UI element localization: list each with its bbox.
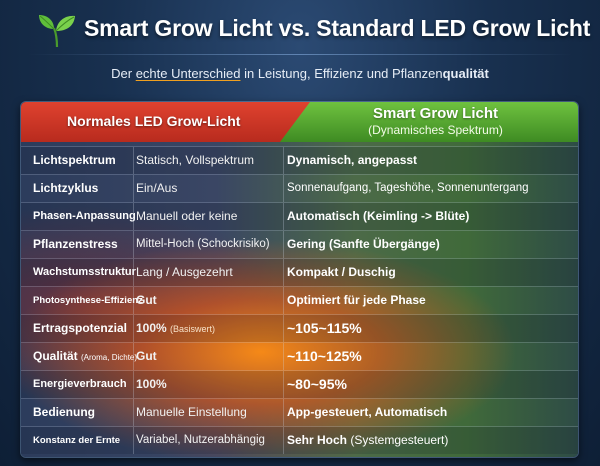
- column-divider: [133, 343, 134, 370]
- standard-header-bg: [21, 102, 311, 142]
- table-row: Lichtspektrum Statisch, Vollspektrum Dyn…: [21, 146, 578, 174]
- standard-value: Manuelle Einstellung: [136, 405, 247, 419]
- smart-value: Sonnenaufgang, Tageshöhe, Sonnenuntergan…: [287, 182, 529, 194]
- subtitle-pre: Der: [111, 66, 136, 81]
- standard-value: 100%: [136, 321, 167, 335]
- column-divider: [283, 371, 284, 398]
- smart-value-group: Sehr Hoch (Systemgesteuert): [287, 427, 577, 455]
- row-label: Pflanzenstress: [33, 237, 118, 251]
- row-label: Phasen-Anpassung: [33, 210, 136, 222]
- column-divider: [133, 231, 134, 258]
- column-divider: [283, 231, 284, 258]
- page-subtitle: Der echte Unterschied in Leistung, Effiz…: [0, 66, 600, 81]
- table-header: Normales LED Grow-Licht Smart Grow Licht…: [21, 102, 578, 142]
- subtitle-underlined: echte Unterschied: [135, 66, 241, 81]
- seedling-leaves-icon: [39, 15, 75, 48]
- column-divider: [283, 259, 284, 286]
- column-divider: [133, 287, 134, 314]
- standard-value: Gut: [136, 293, 157, 307]
- page-title: Smart Grow Licht vs. Standard LED Grow L…: [84, 15, 591, 41]
- table-row: Photosynthese-Effizienz Gut Optimiert fü…: [21, 286, 578, 314]
- row-label: Lichtzyklus: [33, 181, 99, 195]
- smart-value: ~80~95%: [287, 376, 347, 392]
- row-label: Qualität: [33, 349, 78, 363]
- row-label: Lichtspektrum: [33, 153, 116, 167]
- column-divider: [133, 175, 134, 202]
- standard-value-group: 100% (Basiswert): [136, 315, 286, 343]
- smart-column-subheader: (Dynamisches Spektrum): [368, 123, 503, 137]
- smart-value: App-gesteuert, Automatisch: [287, 405, 448, 419]
- column-divider: [283, 175, 284, 202]
- smart-value: ~105~115%: [287, 320, 362, 336]
- standard-column-header: Normales LED Grow-Licht: [67, 113, 241, 129]
- column-divider: [133, 315, 134, 342]
- standard-value: Lang / Ausgezehrt: [136, 265, 233, 279]
- column-divider: [133, 259, 134, 286]
- row-label: Ertragspotenzial: [33, 321, 128, 335]
- standard-value: Gut: [136, 349, 157, 363]
- table-row: Lichtzyklus Ein/Aus Sonnenaufgang, Tages…: [21, 174, 578, 202]
- row-label: Bedienung: [33, 405, 95, 419]
- smart-value: Dynamisch, angepasst: [287, 153, 418, 167]
- smart-value: Sehr Hoch: [287, 433, 348, 447]
- column-divider: [133, 203, 134, 230]
- table-row: Phasen-Anpassung Manuell oder keine Auto…: [21, 202, 578, 230]
- standard-value: Variabel, Nutzerabhängig: [136, 434, 265, 446]
- comparison-table: Normales LED Grow-Licht Smart Grow Licht…: [20, 101, 579, 458]
- column-divider: [133, 147, 134, 174]
- row-label: Photosynthese-Effizienz: [33, 295, 143, 306]
- smart-value-note: (Systemgesteuert): [347, 433, 449, 447]
- row-label: Konstanz der Ernte: [33, 435, 121, 446]
- table-row: Bedienung Manuelle Einstellung App-geste…: [21, 398, 578, 426]
- standard-value: Mittel-Hoch (Schockrisiko): [136, 238, 270, 250]
- standard-value: Statisch, Vollspektrum: [136, 153, 255, 167]
- table-body: Lichtspektrum Statisch, Vollspektrum Dyn…: [21, 146, 578, 454]
- column-divider: [283, 147, 284, 174]
- column-divider: [283, 399, 284, 426]
- row-label-note: (Aroma, Dichte): [81, 353, 138, 362]
- standard-value: Ein/Aus: [136, 181, 178, 195]
- table-row: Wachstumsstruktur Lang / Ausgezehrt Komp…: [21, 258, 578, 286]
- smart-column-header: Smart Grow Licht: [372, 105, 499, 122]
- table-row: Ertragspotenzial 100% (Basiswert) ~105~1…: [21, 314, 578, 342]
- column-divider: [283, 343, 284, 370]
- title-divider: [28, 54, 572, 55]
- table-row: Pflanzenstress Mittel-Hoch (Schockrisiko…: [21, 230, 578, 258]
- subtitle-bold: qualität: [442, 66, 489, 81]
- smart-value: Automatisch (Keimling -> Blüte): [287, 209, 470, 223]
- row-label: Wachstumsstruktur: [33, 266, 136, 278]
- column-divider: [283, 315, 284, 342]
- standard-value: Manuell oder keine: [136, 209, 238, 223]
- subtitle-mid: in Leistung, Effizienz und Pflanzen: [240, 66, 443, 81]
- smart-value: ~110~125%: [287, 348, 362, 364]
- smart-header-bg: [280, 102, 578, 142]
- column-divider: [133, 399, 134, 426]
- column-divider: [283, 203, 284, 230]
- row-label: Energieverbrauch: [33, 378, 127, 390]
- table-row: Energieverbrauch 100% ~80~95%: [21, 370, 578, 398]
- table-row: Qualität (Aroma, Dichte) Gut ~110~125%: [21, 342, 578, 370]
- table-row: Konstanz der Ernte Variabel, Nutzerabhän…: [21, 426, 578, 454]
- standard-value-note: (Basiswert): [170, 324, 216, 334]
- smart-value: Gering (Sanfte Übergänge): [287, 237, 440, 251]
- column-divider: [133, 427, 134, 454]
- standard-value: 100%: [136, 377, 167, 391]
- smart-value: Kompakt / Duschig: [287, 265, 396, 279]
- smart-value: Optimiert für jede Phase: [287, 293, 426, 307]
- column-divider: [283, 427, 284, 454]
- header: Smart Grow Licht vs. Standard LED Grow L…: [0, 0, 600, 92]
- row-label-group: Qualität (Aroma, Dichte): [33, 343, 137, 371]
- column-divider: [283, 287, 284, 314]
- column-divider: [133, 371, 134, 398]
- table-background: [21, 102, 578, 457]
